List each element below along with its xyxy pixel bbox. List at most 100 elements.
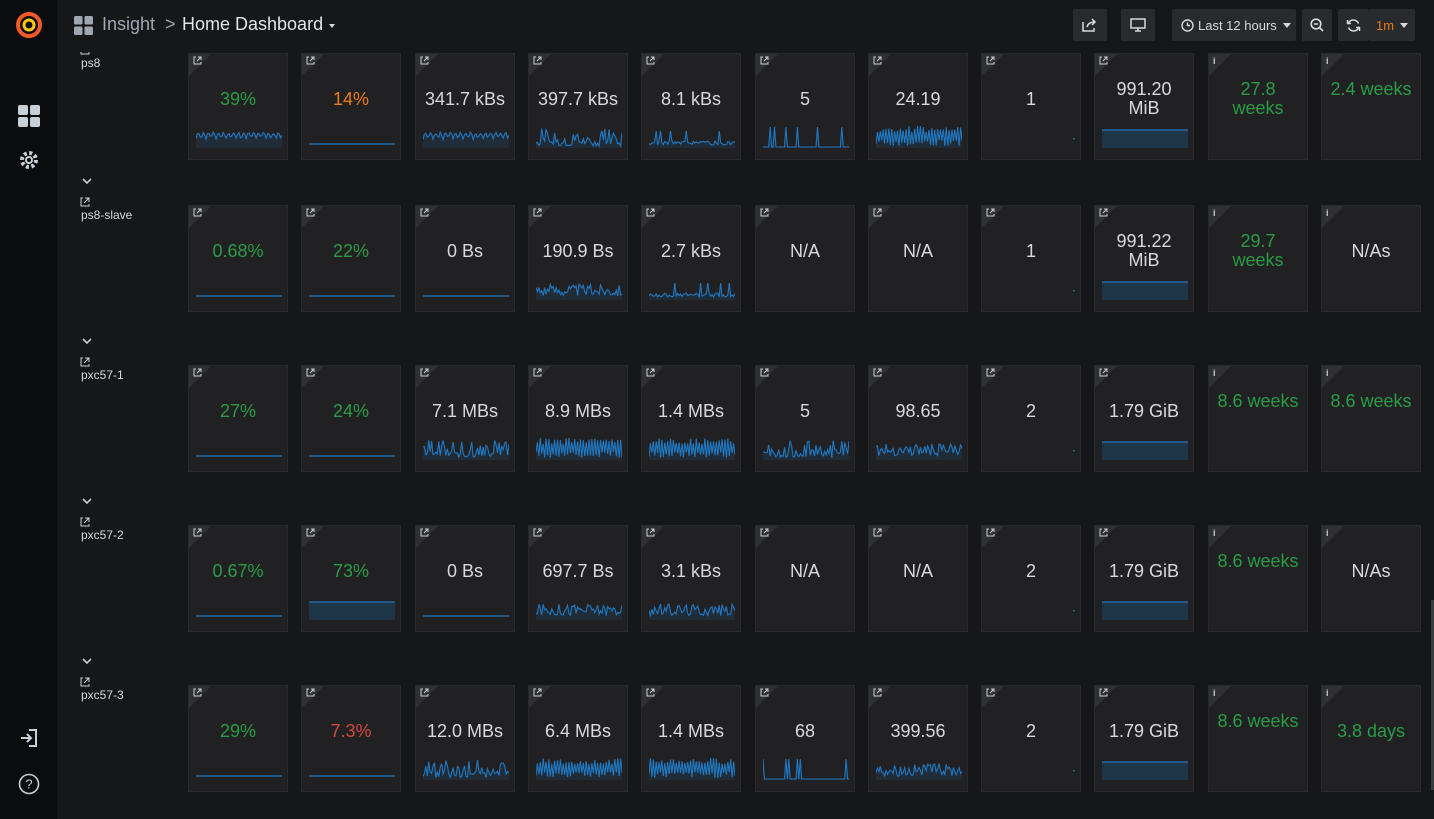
external-link-icon[interactable] — [79, 196, 91, 208]
info-icon[interactable]: i — [1213, 56, 1216, 66]
host-label[interactable]: pxc57-2 — [80, 517, 124, 542]
panel-corner[interactable] — [1322, 206, 1344, 228]
external-link-icon[interactable] — [1099, 688, 1108, 699]
info-icon[interactable]: i — [1326, 528, 1329, 538]
stat-panel[interactable]: N/A — [755, 525, 855, 632]
stat-panel[interactable]: 27% — [188, 365, 288, 472]
external-link-icon[interactable] — [533, 56, 542, 67]
stat-panel[interactable]: 24% — [301, 365, 401, 472]
share-button[interactable] — [1073, 9, 1107, 41]
info-icon[interactable]: i — [1213, 368, 1216, 378]
external-link-icon[interactable] — [1099, 368, 1108, 379]
stat-panel[interactable]: 7.1 MBs — [415, 365, 515, 472]
external-link-icon[interactable] — [1099, 208, 1108, 219]
stat-panel[interactable]: 399.56 — [868, 685, 968, 792]
external-link-icon[interactable] — [420, 528, 429, 539]
stat-panel[interactable]: 8.1 kBs — [641, 53, 741, 160]
external-link-icon[interactable] — [193, 528, 202, 539]
stat-panel[interactable]: 2 — [981, 525, 1081, 632]
external-link-icon[interactable] — [420, 368, 429, 379]
stat-panel[interactable]: i 3.8 days — [1321, 685, 1421, 792]
external-link-icon[interactable] — [760, 56, 769, 67]
external-link-icon[interactable] — [79, 356, 91, 368]
external-link-icon[interactable] — [420, 56, 429, 67]
external-link-icon[interactable] — [1099, 56, 1108, 67]
external-link-icon[interactable] — [533, 208, 542, 219]
zoom-out-button[interactable] — [1302, 9, 1332, 41]
stat-panel[interactable]: i 8.6 weeks — [1208, 525, 1308, 632]
external-link-icon[interactable] — [986, 56, 995, 67]
external-link-icon[interactable] — [760, 528, 769, 539]
stat-panel[interactable]: 0 Bs — [415, 205, 515, 312]
external-link-icon[interactable] — [646, 528, 655, 539]
external-link-icon[interactable] — [873, 368, 882, 379]
row-collapse-chevron-icon[interactable] — [81, 495, 93, 507]
refresh-interval-picker[interactable]: 1m — [1369, 9, 1415, 41]
external-link-icon[interactable] — [873, 688, 882, 699]
stat-panel[interactable]: 2 — [981, 365, 1081, 472]
stat-panel[interactable]: 991.22 MiB — [1094, 205, 1194, 312]
stat-panel[interactable]: 2 — [981, 685, 1081, 792]
stat-panel[interactable]: 24.19 — [868, 53, 968, 160]
external-link-icon[interactable] — [873, 528, 882, 539]
info-icon[interactable]: i — [1213, 528, 1216, 538]
stat-panel[interactable]: 8.9 MBs — [528, 365, 628, 472]
stat-panel[interactable]: 1.79 GiB — [1094, 365, 1194, 472]
info-icon[interactable]: i — [1213, 208, 1216, 218]
title-dropdown-caret-icon[interactable] — [329, 24, 335, 28]
stat-panel[interactable]: 7.3% — [301, 685, 401, 792]
gear-icon[interactable] — [14, 145, 44, 175]
external-link-icon[interactable] — [646, 56, 655, 67]
stat-panel[interactable]: i N/As — [1321, 205, 1421, 312]
row-collapse-chevron-icon[interactable] — [81, 175, 93, 187]
row-collapse-chevron-icon[interactable] — [81, 335, 93, 347]
stat-panel[interactable]: 397.7 kBs — [528, 53, 628, 160]
stat-panel[interactable]: N/A — [868, 205, 968, 312]
external-link-icon[interactable] — [760, 688, 769, 699]
help-icon[interactable]: ? — [14, 769, 44, 799]
stat-panel[interactable]: 0.68% — [188, 205, 288, 312]
grafana-logo-icon[interactable] — [14, 10, 44, 40]
external-link-icon[interactable] — [646, 368, 655, 379]
external-link-icon[interactable] — [760, 368, 769, 379]
external-link-icon[interactable] — [646, 208, 655, 219]
external-link-icon[interactable] — [533, 688, 542, 699]
panel-corner[interactable] — [1322, 526, 1344, 548]
info-icon[interactable]: i — [1326, 56, 1329, 66]
breadcrumb-folder[interactable]: Insight — [102, 14, 156, 34]
external-link-icon[interactable] — [193, 56, 202, 67]
stat-panel[interactable]: i 8.6 weeks — [1208, 685, 1308, 792]
panel-corner[interactable] — [1322, 366, 1344, 388]
info-icon[interactable]: i — [1213, 688, 1216, 698]
stat-panel[interactable]: 341.7 kBs — [415, 53, 515, 160]
external-link-icon[interactable] — [760, 208, 769, 219]
stat-panel[interactable]: i 27.8 weeks — [1208, 53, 1308, 160]
sign-in-icon[interactable] — [14, 723, 44, 753]
panel-corner[interactable] — [1322, 686, 1344, 708]
stat-panel[interactable]: 1.79 GiB — [1094, 685, 1194, 792]
stat-panel[interactable]: 697.7 Bs — [528, 525, 628, 632]
external-link-icon[interactable] — [306, 528, 315, 539]
external-link-icon[interactable] — [193, 208, 202, 219]
external-link-icon[interactable] — [986, 688, 995, 699]
host-label[interactable]: ps8-slave — [80, 197, 132, 222]
stat-panel[interactable]: 5 — [755, 53, 855, 160]
external-link-icon[interactable] — [193, 688, 202, 699]
external-link-icon[interactable] — [306, 368, 315, 379]
refresh-button[interactable] — [1338, 9, 1369, 41]
panel-corner[interactable] — [1209, 366, 1231, 388]
panel-corner[interactable] — [1209, 686, 1231, 708]
external-link-icon[interactable] — [420, 208, 429, 219]
host-label[interactable]: ps8 — [80, 45, 100, 70]
stat-panel[interactable]: i N/As — [1321, 525, 1421, 632]
stat-panel[interactable]: 29% — [188, 685, 288, 792]
info-icon[interactable]: i — [1326, 208, 1329, 218]
host-label[interactable]: pxc57-1 — [80, 357, 124, 382]
stat-panel[interactable]: 14% — [301, 53, 401, 160]
dashboard-grid-icon[interactable] — [74, 16, 93, 40]
stat-panel[interactable]: 98.65 — [868, 365, 968, 472]
panel-corner[interactable] — [1322, 54, 1344, 76]
stat-panel[interactable]: 39% — [188, 53, 288, 160]
panel-corner[interactable] — [1209, 206, 1231, 228]
info-icon[interactable]: i — [1326, 688, 1329, 698]
